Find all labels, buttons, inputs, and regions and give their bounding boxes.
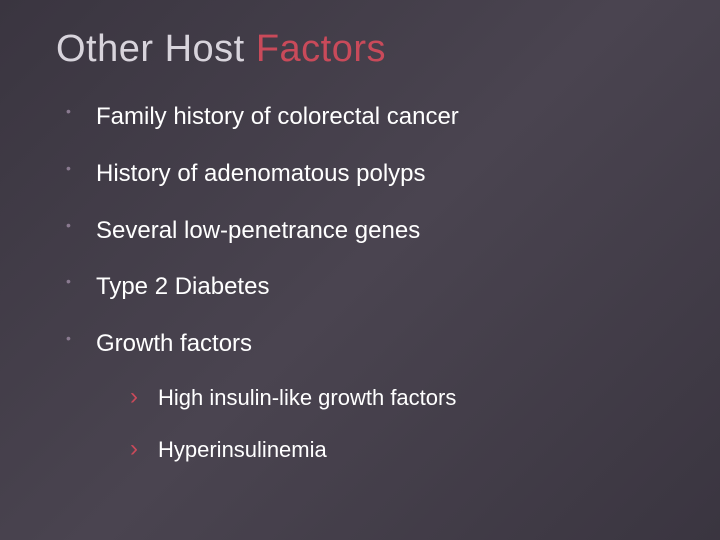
sub-list-item: Hyperinsulinemia [130,437,670,463]
list-item: Type 2 Diabetes [66,273,670,302]
title-word-1: Other [56,28,154,70]
list-item-text: Growth factors [96,330,252,357]
sub-list-item-text: Hyperinsulinemia [158,437,327,462]
sub-list-item-text: High insulin-like growth factors [158,385,456,410]
list-item-text: History of adenomatous polyps [96,160,426,187]
title-word-3: Factors [256,28,386,70]
bullet-list: Family history of colorectal cancer Hist… [50,103,670,464]
list-item-text: Type 2 Diabetes [96,273,269,300]
sub-bullet-list: High insulin-like growth factors Hyperin… [96,385,670,464]
list-item: Several low-penetrance genes [66,217,670,246]
title-word-2: Host [165,28,245,70]
list-item: Growth factors High insulin-like growth … [66,330,670,464]
list-item-text: Family history of colorectal cancer [96,103,459,130]
list-item: Family history of colorectal cancer [66,103,670,132]
slide: Other Host Factors Family history of col… [0,0,720,540]
sub-list-item: High insulin-like growth factors [130,385,670,411]
list-item: History of adenomatous polyps [66,160,670,189]
list-item-text: Several low-penetrance genes [96,217,420,244]
slide-title: Other Host Factors [56,28,670,71]
